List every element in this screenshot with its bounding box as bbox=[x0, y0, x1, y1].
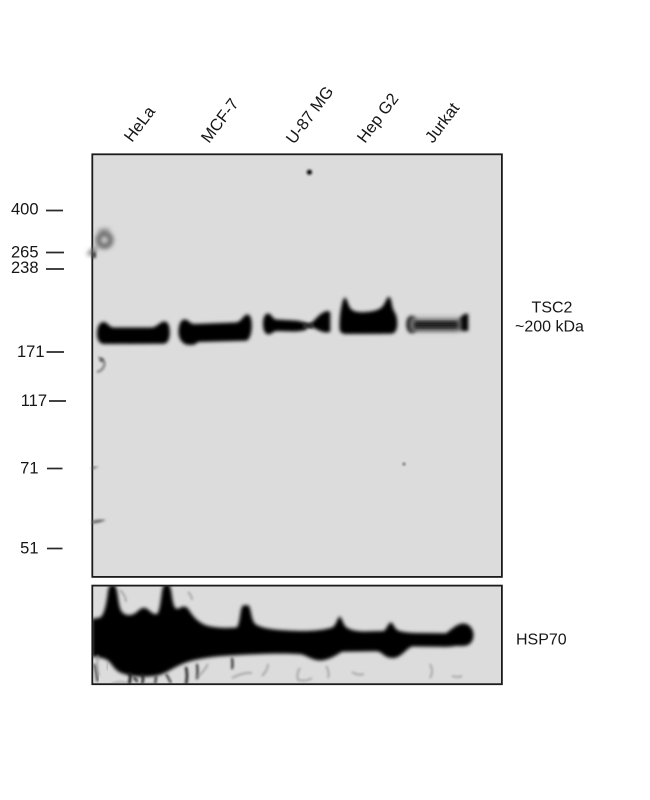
svg-text:HSP70: HSP70 bbox=[516, 632, 567, 649]
svg-text:HeLa: HeLa bbox=[121, 102, 160, 145]
svg-text:117: 117 bbox=[21, 392, 47, 410]
svg-text:400: 400 bbox=[11, 201, 39, 219]
svg-text:~200 kDa: ~200 kDa bbox=[515, 319, 584, 336]
svg-text:MCF-7: MCF-7 bbox=[198, 95, 243, 146]
svg-text:Hep G2: Hep G2 bbox=[354, 90, 403, 146]
svg-text:U-87 MG: U-87 MG bbox=[283, 83, 338, 147]
svg-text:51: 51 bbox=[20, 540, 38, 558]
svg-text:171: 171 bbox=[17, 343, 45, 361]
svg-text:Jurkat: Jurkat bbox=[422, 99, 464, 146]
svg-text:TSC2: TSC2 bbox=[532, 300, 573, 317]
svg-text:238: 238 bbox=[11, 259, 39, 277]
svg-text:265: 265 bbox=[11, 244, 39, 262]
svg-text:71: 71 bbox=[20, 460, 38, 478]
